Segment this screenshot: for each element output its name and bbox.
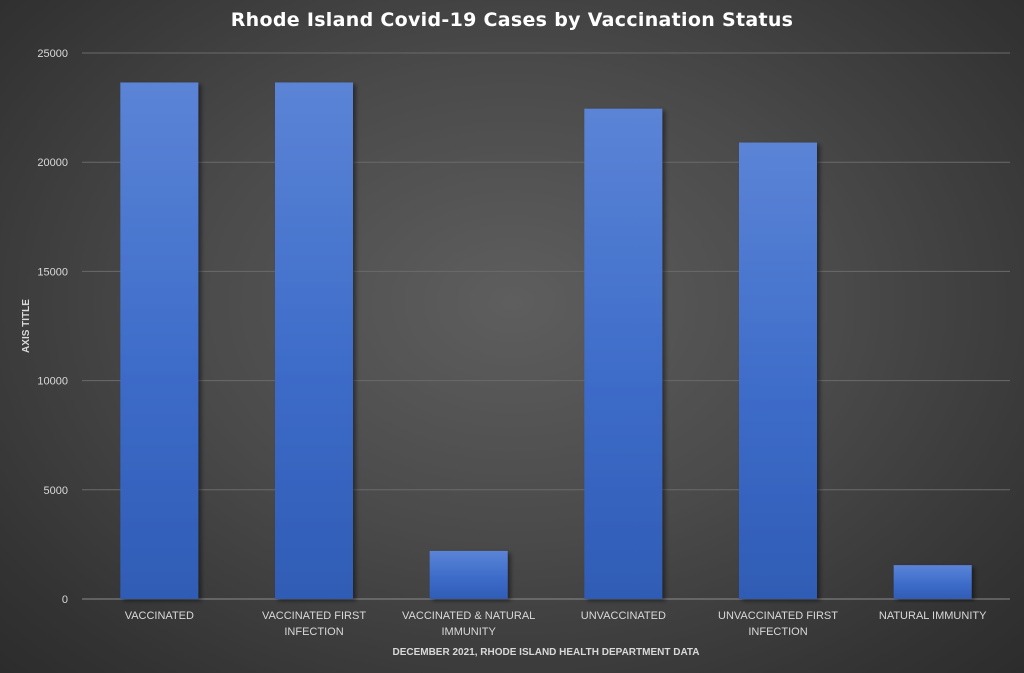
x-category-label: VACCINATED & NATURAL IMMUNITY (402, 610, 535, 638)
x-category-label: VACCINATED (125, 610, 194, 622)
y-tick-label: 20000 (37, 157, 68, 169)
x-category-label: UNVACCINATED (581, 610, 666, 622)
y-axis-ticks: 0 5000 10000 15000 20000 25000 (37, 48, 68, 606)
x-axis-categories: VACCINATED VACCINATED FIRST INFECTION VACCI… (125, 610, 987, 638)
bar (893, 565, 972, 599)
y-tick-label: 5000 (44, 485, 68, 497)
bar (584, 108, 663, 599)
x-category-label: NATURAL IMMUNITY (879, 610, 987, 622)
bar (739, 142, 817, 599)
x-category-label: VACCINATED FIRST INFECTION (262, 610, 366, 638)
y-tick-label: 15000 (37, 266, 68, 278)
chart-title: Rhode Island Covid-19 Cases by Vaccinati… (230, 9, 794, 31)
gridlines (82, 52, 1010, 600)
x-axis-title: DECEMBER 2021, RHODE ISLAND HEALTH DEPAR… (392, 647, 699, 658)
bar (275, 82, 353, 599)
bars (120, 82, 972, 599)
x-category-label: UNVACCINATED FIRST INFECTION (718, 610, 838, 638)
y-tick-label: 0 (62, 594, 68, 606)
y-tick-label: 10000 (37, 376, 68, 388)
y-tick-label: 25000 (37, 48, 68, 60)
y-axis-title: AXIS TITLE (21, 299, 32, 353)
bar (429, 550, 508, 599)
bar (120, 82, 199, 599)
